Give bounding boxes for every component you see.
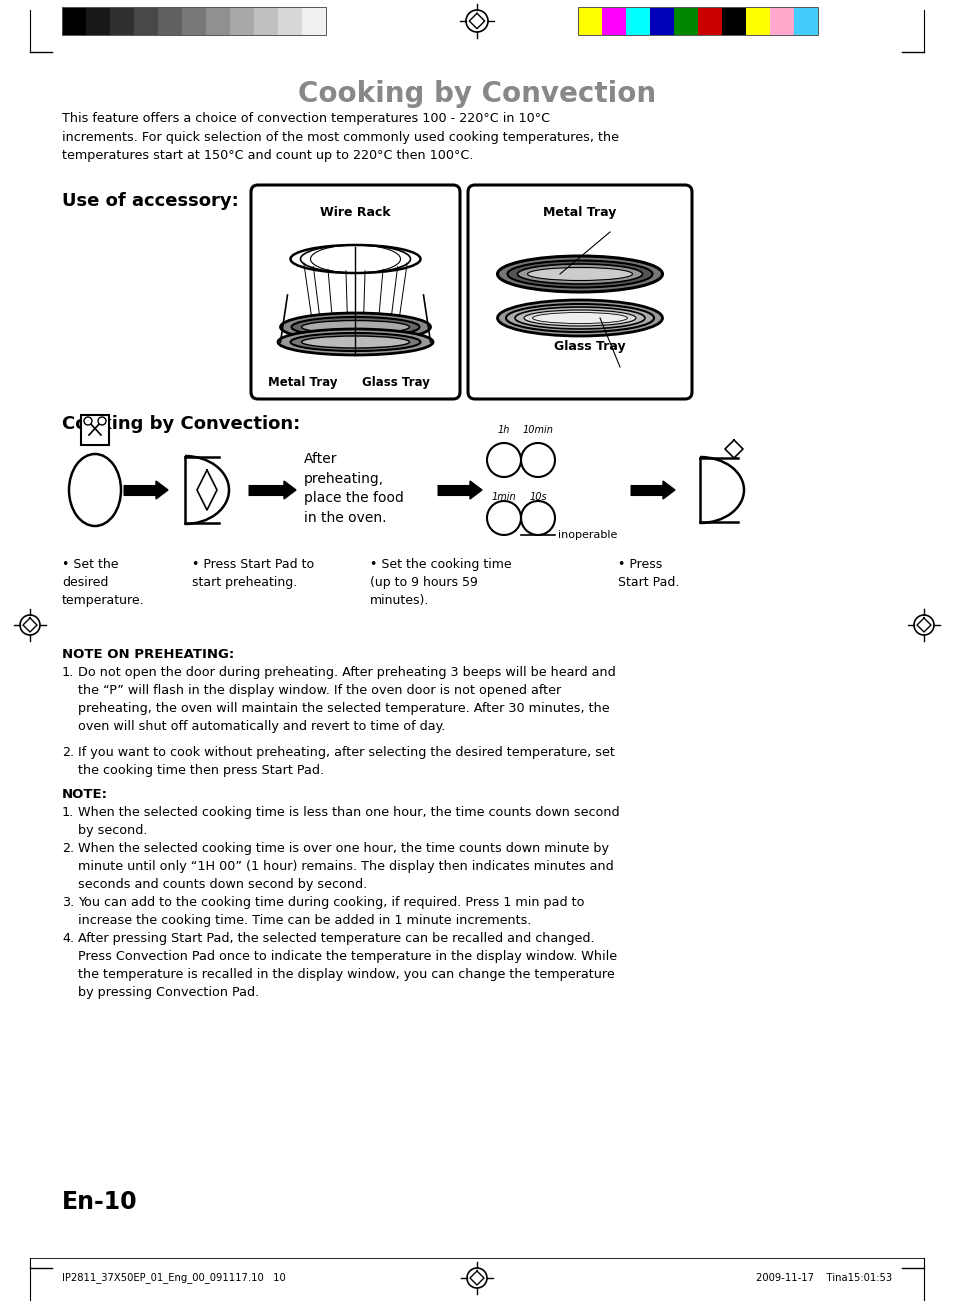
Polygon shape [662,481,675,499]
Text: 2.: 2. [62,746,74,759]
Bar [277,7,302,35]
Bar [158,7,182,35]
Text: inoperable: inoperable [558,531,617,540]
Text: Wire Rack: Wire Rack [320,207,391,220]
Polygon shape [470,481,481,499]
Bar [578,7,817,35]
Ellipse shape [532,312,627,324]
Text: 2009-11-17    Tina15:01:53: 2009-11-17 Tina15:01:53 [755,1273,891,1283]
Bar [769,7,793,35]
Text: When the selected cooking time is less than one hour, the time counts down secon: When the selected cooking time is less t… [78,806,619,836]
Bar [133,7,158,35]
Text: Metal Tray: Metal Tray [543,207,616,220]
Bar [625,7,649,35]
Text: If you want to cook without preheating, after selecting the desired temperature,: If you want to cook without preheating, … [78,746,615,776]
Ellipse shape [280,312,430,341]
FancyBboxPatch shape [251,186,459,399]
Bar [793,7,817,35]
Text: 1.: 1. [62,806,74,819]
Bar [206,7,230,35]
Bar [86,7,110,35]
Bar [62,7,86,35]
Text: This feature offers a choice of convection temperatures 100 - 220°C in 10°C
incr: This feature offers a choice of convecti… [62,112,618,162]
Text: 1min: 1min [491,491,516,502]
Text: Cooking by Convection:: Cooking by Convection: [62,416,300,433]
Text: Use of accessory:: Use of accessory: [62,192,238,210]
Text: • Press
Start Pad.: • Press Start Pad. [618,558,679,589]
Bar [601,7,625,35]
Bar [673,7,698,35]
Bar [62,7,326,35]
Polygon shape [156,481,168,499]
Ellipse shape [301,320,409,333]
Text: 1h: 1h [497,425,510,435]
Text: • Set the cooking time
(up to 9 hours 59
minutes).: • Set the cooking time (up to 9 hours 59… [370,558,511,606]
Text: Do not open the door during preheating. After preheating 3 beeps will be heard a: Do not open the door during preheating. … [78,667,615,733]
Text: 2.: 2. [62,842,74,855]
Ellipse shape [505,305,654,332]
Ellipse shape [292,318,419,337]
Ellipse shape [497,256,661,291]
Bar [578,7,601,35]
Bar [182,7,206,35]
Ellipse shape [517,264,641,284]
Bar [698,7,721,35]
Text: 1.: 1. [62,667,74,680]
Text: 4.: 4. [62,932,74,945]
Polygon shape [284,481,295,499]
Bar [81,416,109,444]
Text: Glass Tray: Glass Tray [362,376,430,389]
Text: Metal Tray: Metal Tray [268,376,337,389]
Bar [745,7,769,35]
Ellipse shape [523,310,636,325]
Ellipse shape [301,336,409,348]
Ellipse shape [507,260,652,288]
Bar [721,7,745,35]
Text: • Set the
desired
temperature.: • Set the desired temperature. [62,558,145,606]
Text: 10min: 10min [522,425,553,435]
Ellipse shape [527,268,632,281]
Circle shape [98,417,106,425]
Text: NOTE:: NOTE: [62,788,108,801]
Ellipse shape [291,333,420,352]
Ellipse shape [277,329,433,356]
Ellipse shape [497,301,661,336]
Text: 3.: 3. [62,897,74,908]
Bar [230,7,253,35]
Ellipse shape [515,307,644,329]
Text: When the selected cooking time is over one hour, the time counts down minute by
: When the selected cooking time is over o… [78,842,613,891]
Text: Glass Tray: Glass Tray [554,340,625,353]
Bar [302,7,326,35]
Circle shape [84,417,91,425]
Text: After pressing Start Pad, the selected temperature can be recalled and changed.
: After pressing Start Pad, the selected t… [78,932,617,999]
Text: Cooking by Convection: Cooking by Convection [297,80,656,108]
Text: You can add to the cooking time during cooking, if required. Press 1 min pad to
: You can add to the cooking time during c… [78,897,584,927]
Text: IP2811_37X50EP_01_Eng_00_091117.10   10: IP2811_37X50EP_01_Eng_00_091117.10 10 [62,1273,286,1283]
Text: • Press Start Pad to
start preheating.: • Press Start Pad to start preheating. [192,558,314,589]
Text: 10s: 10s [529,491,546,502]
FancyBboxPatch shape [468,186,691,399]
Bar [649,7,673,35]
Bar [110,7,133,35]
Text: NOTE ON PREHEATING:: NOTE ON PREHEATING: [62,648,234,661]
Text: After
preheating,
place the food
in the oven.: After preheating, place the food in the … [304,452,403,524]
Text: En-10: En-10 [62,1189,137,1214]
Bar [253,7,277,35]
